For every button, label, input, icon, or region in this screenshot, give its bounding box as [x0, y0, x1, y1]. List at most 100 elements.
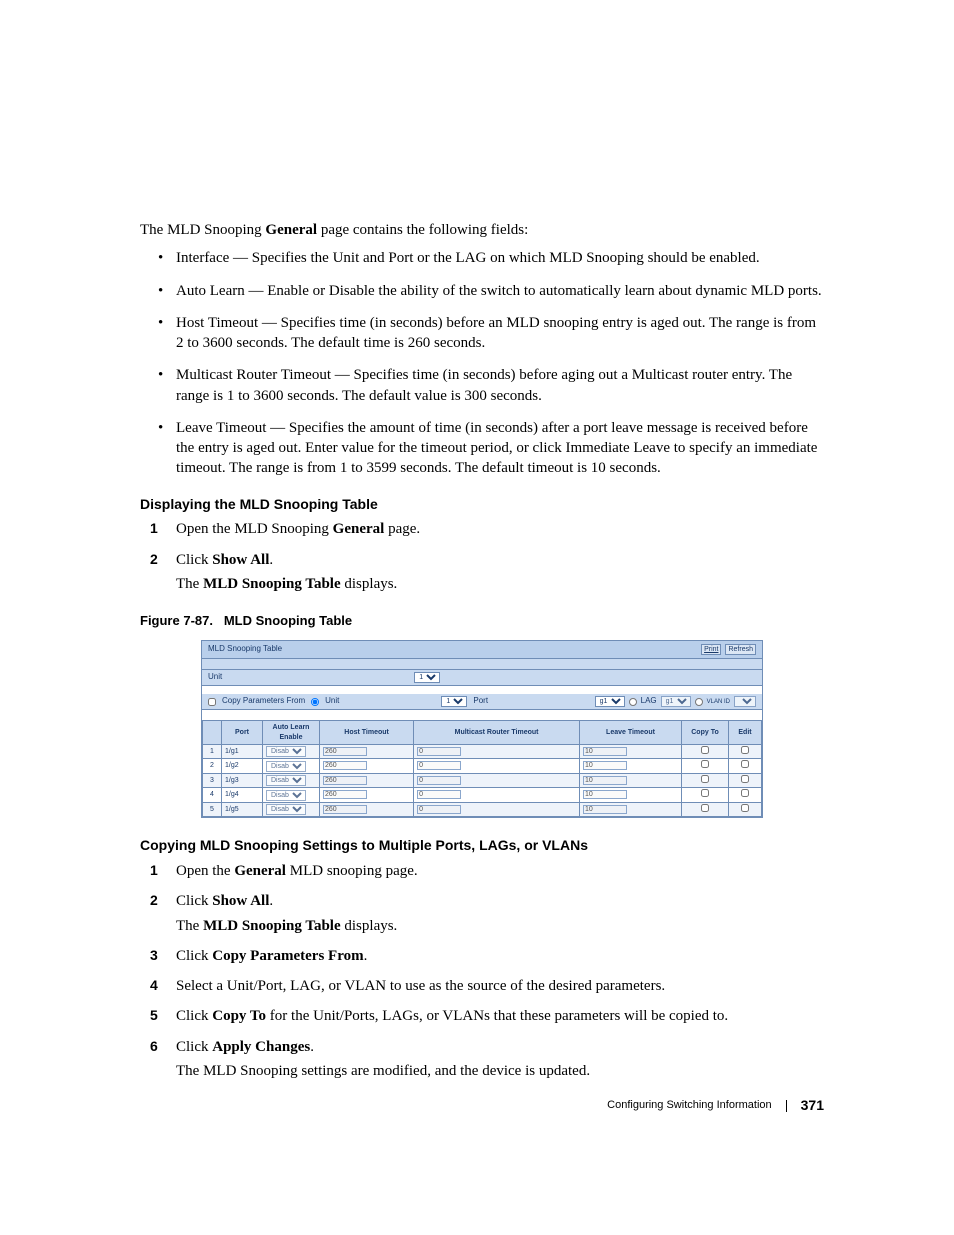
copy-lag-label: LAG: [641, 696, 657, 707]
auto-learn-select[interactable]: Disable: [266, 804, 306, 815]
step-item: Click Copy Parameters From.: [176, 946, 824, 966]
mr-timeout-input[interactable]: [417, 805, 461, 814]
leave-timeout-input[interactable]: [583, 790, 627, 799]
divider: [202, 659, 762, 670]
copy-parameters-checkbox[interactable]: [208, 698, 216, 706]
cell-leave: [580, 788, 682, 802]
text: Click: [176, 552, 212, 568]
intro-paragraph: The MLD Snooping General page contains t…: [140, 220, 824, 240]
text: The: [176, 918, 203, 934]
step-result: The MLD Snooping Table displays.: [176, 574, 824, 594]
auto-learn-select[interactable]: Disable: [266, 775, 306, 786]
list-item: Interface — Specifies the Unit and Port …: [176, 248, 824, 268]
leave-timeout-input[interactable]: [583, 805, 627, 814]
step-result: The MLD Snooping Table displays.: [176, 916, 824, 936]
text: displays.: [341, 576, 398, 592]
figure-title: MLD Snooping Table: [224, 613, 352, 628]
copy-lag-select[interactable]: g1: [661, 696, 691, 707]
mr-timeout-input[interactable]: [417, 761, 461, 770]
auto-learn-select[interactable]: Disable: [266, 790, 306, 801]
copy-unit-select[interactable]: 1: [441, 696, 467, 707]
steps-list: Open the MLD Snooping General page. Clic…: [140, 519, 824, 594]
copy-to-checkbox[interactable]: [701, 804, 709, 812]
cell-index: 5: [203, 802, 222, 816]
auto-learn-select[interactable]: Disable: [266, 746, 306, 757]
col-index: [203, 721, 222, 745]
mr-timeout-input[interactable]: [417, 790, 461, 799]
text-bold: Copy Parameters From: [212, 948, 363, 964]
auto-learn-select[interactable]: Disable: [266, 761, 306, 772]
host-timeout-input[interactable]: [323, 805, 367, 814]
table-row: 4 1/g4 Disable: [203, 788, 762, 802]
leave-timeout-input[interactable]: [583, 747, 627, 756]
document-page: The MLD Snooping General page contains t…: [0, 0, 954, 1235]
leave-timeout-input[interactable]: [583, 776, 627, 785]
unit-select[interactable]: 1: [414, 672, 440, 683]
copy-to-checkbox[interactable]: [701, 746, 709, 754]
host-timeout-input[interactable]: [323, 747, 367, 756]
cell-copyto: [682, 788, 729, 802]
col-mr-timeout: Multicast Router Timeout: [414, 721, 580, 745]
copy-to-checkbox[interactable]: [701, 775, 709, 783]
text: Click: [176, 1039, 212, 1055]
cell-port: 1/g3: [222, 773, 263, 787]
copy-to-checkbox[interactable]: [701, 760, 709, 768]
copy-unit-radio[interactable]: [311, 698, 319, 706]
edit-checkbox[interactable]: [741, 746, 749, 754]
edit-checkbox[interactable]: [741, 789, 749, 797]
mr-timeout-input[interactable]: [417, 747, 461, 756]
cell-auto: Disable: [263, 802, 320, 816]
table-row: 5 1/g5 Disable: [203, 802, 762, 816]
cell-host: [320, 773, 414, 787]
cell-port: 1/g4: [222, 788, 263, 802]
copy-parameters-row: Copy Parameters From Unit 1 Port g1 LAG …: [202, 694, 762, 710]
step-item: Select a Unit/Port, LAG, or VLAN to use …: [176, 976, 824, 996]
refresh-button[interactable]: Refresh: [725, 644, 756, 655]
text: MLD snooping page.: [286, 863, 418, 879]
cell-port: 1/g1: [222, 745, 263, 759]
mr-timeout-input[interactable]: [417, 776, 461, 785]
cell-port: 1/g5: [222, 802, 263, 816]
cell-port: 1/g2: [222, 759, 263, 773]
edit-checkbox[interactable]: [741, 760, 749, 768]
cell-host: [320, 745, 414, 759]
text-bold: General: [265, 222, 317, 238]
edit-checkbox[interactable]: [741, 775, 749, 783]
text: .: [364, 948, 368, 964]
host-timeout-input[interactable]: [323, 776, 367, 785]
copy-vlan-radio[interactable]: [695, 698, 703, 706]
copy-to-checkbox[interactable]: [701, 789, 709, 797]
leave-timeout-input[interactable]: [583, 761, 627, 770]
edit-checkbox[interactable]: [741, 804, 749, 812]
cell-mr: [414, 773, 580, 787]
cell-copyto: [682, 745, 729, 759]
list-item: Auto Learn — Enable or Disable the abili…: [176, 281, 824, 301]
step-item: Open the MLD Snooping General page.: [176, 519, 824, 539]
list-item: Multicast Router Timeout — Specifies tim…: [176, 365, 824, 406]
copy-port-select[interactable]: g1: [595, 696, 625, 707]
text-bold: General: [333, 521, 385, 537]
figure-label: Figure 7-87.: [140, 613, 213, 628]
copy-vlan-select[interactable]: [734, 696, 756, 707]
text: displays.: [341, 918, 398, 934]
copy-lag-radio[interactable]: [629, 698, 637, 706]
host-timeout-input[interactable]: [323, 790, 367, 799]
text-bold: Apply Changes: [212, 1039, 310, 1055]
copy-label: Copy Parameters From: [222, 696, 305, 707]
text: Click: [176, 1008, 212, 1024]
cell-copyto: [682, 773, 729, 787]
cell-edit: [729, 759, 762, 773]
cell-copyto: [682, 802, 729, 816]
text-bold: MLD Snooping Table: [203, 918, 341, 934]
text: for the Unit/Ports, LAGs, or VLANs that …: [266, 1008, 728, 1024]
copy-right-group: g1 LAG g1 VLAN ID: [595, 696, 756, 707]
section-heading: Displaying the MLD Snooping Table: [140, 495, 824, 514]
step-item: Open the General MLD snooping page.: [176, 861, 824, 881]
print-button[interactable]: Print: [701, 644, 721, 655]
panel-buttons: Print Refresh: [701, 644, 756, 655]
host-timeout-input[interactable]: [323, 761, 367, 770]
col-leave-timeout: Leave Timeout: [580, 721, 682, 745]
table-body: 1 1/g1 Disable 2 1/g2 Disable: [203, 745, 762, 817]
cell-index: 3: [203, 773, 222, 787]
text-bold: Show All: [212, 552, 269, 568]
